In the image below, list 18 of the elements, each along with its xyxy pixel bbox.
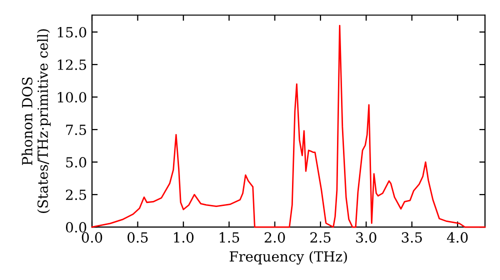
y-tick-label: 15.0: [58, 26, 86, 38]
y-tick-label: 10.0: [58, 92, 86, 103]
x-tick-label: 3.5: [402, 232, 422, 243]
y-axis-title: Phonon DOS (States/THz·primitive cell): [22, 29, 51, 213]
x-tick-label: 1.5: [220, 232, 240, 243]
x-axis-title: Frequency (THz): [230, 250, 347, 265]
x-tick-label: 3.0: [356, 232, 376, 243]
x-tick-label: 4.0: [446, 232, 468, 243]
y-tick-label: 12.5: [58, 60, 86, 70]
y-tick-label: 0.0: [66, 222, 86, 233]
y-tick-label: 5.0: [66, 157, 86, 168]
y-tick-label: 2.5: [66, 190, 86, 200]
x-tick-label: 2.5: [310, 232, 330, 243]
x-tick-label: 0.5: [128, 232, 148, 243]
x-tick-label: 0.0: [82, 232, 102, 243]
y-tick-label: 7.5: [66, 124, 86, 136]
x-tick-label: 1.0: [174, 232, 194, 243]
x-tick-label: 2.0: [264, 232, 285, 243]
